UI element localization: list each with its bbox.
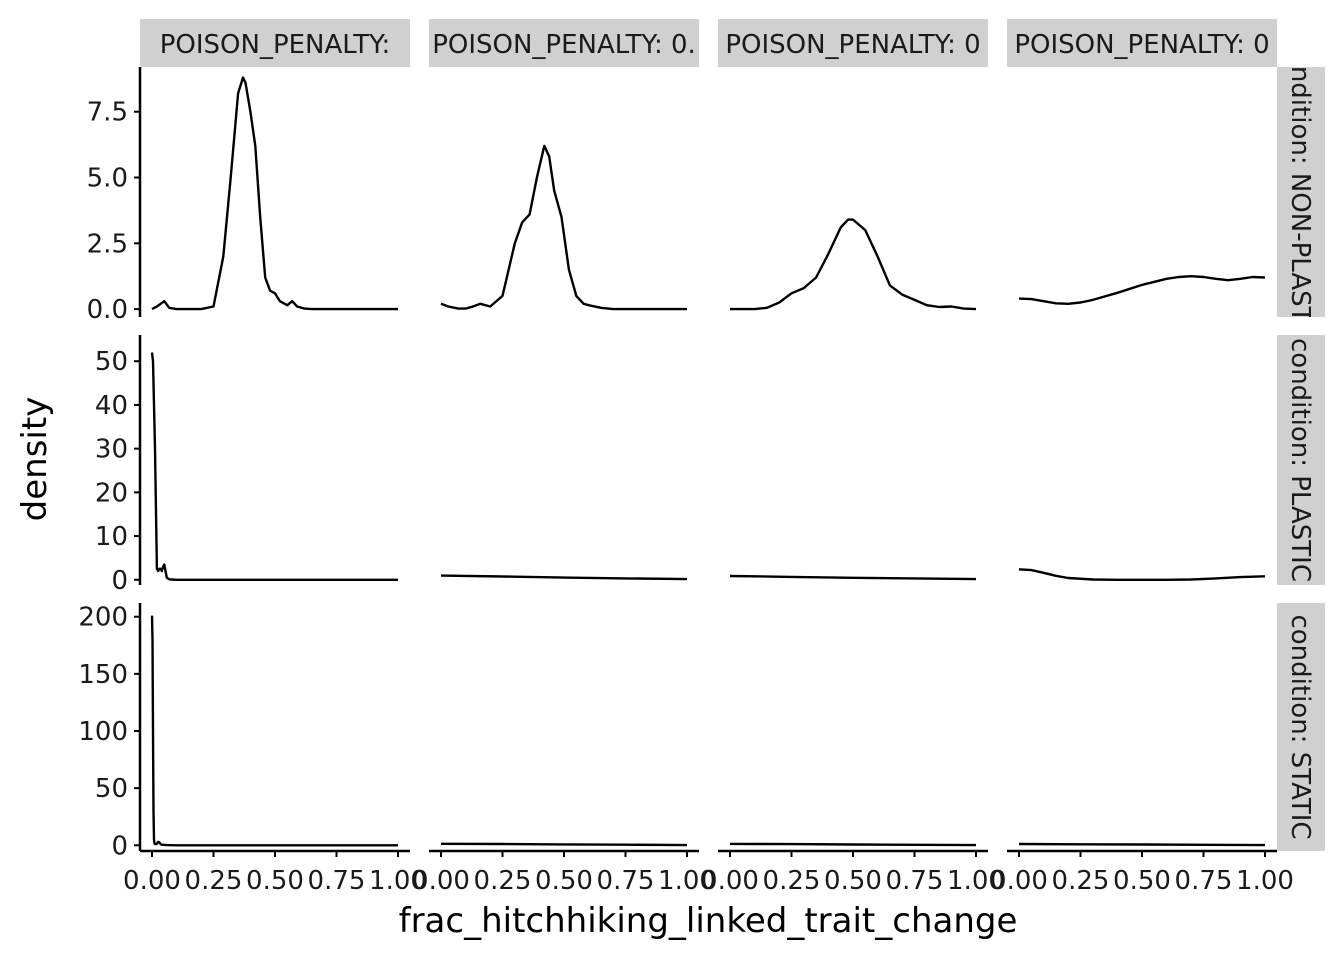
row-strip-2-label: condition: STATIC bbox=[1285, 614, 1315, 839]
x-tick-label-col-3-1: 0.25 bbox=[1052, 866, 1110, 896]
density-curve-row-0-col-3 bbox=[1018, 275, 1266, 305]
column-strip-0-label: POISON_PENALTY: bbox=[160, 30, 391, 60]
y-tick-label-row-2-1: 50 bbox=[95, 774, 128, 804]
density-curve-row-0-col-0 bbox=[151, 76, 398, 311]
x-tick-label-col-3-3: 0.75 bbox=[1175, 866, 1233, 896]
x-tick-label-col-2-3: 0.75 bbox=[886, 866, 944, 896]
column-strip-2-label: POISON_PENALTY: 0 bbox=[725, 30, 980, 60]
x-tick-label-col-1-4: 1.00 bbox=[658, 866, 716, 896]
y-tick-label-row-1-5: 50 bbox=[95, 347, 128, 377]
density-curve-row-0-col-1 bbox=[440, 144, 687, 311]
x-tick-label-col-2-0: 0.00 bbox=[701, 866, 759, 896]
density-curve-row-2-col-0 bbox=[150, 615, 398, 847]
density-curve-row-1-col-0 bbox=[150, 352, 398, 581]
column-strip-3-label: POISON_PENALTY: 0 bbox=[1014, 30, 1269, 60]
row-strip-1-label: condition: PLASTIC bbox=[1285, 338, 1315, 582]
x-tick-label-col-0-3: 0.75 bbox=[308, 866, 366, 896]
x-tick-label-col-1-0: 0.00 bbox=[412, 866, 470, 896]
x-tick-label-col-0-1: 0.25 bbox=[185, 866, 243, 896]
x-axis-title: frac_hitchhiking_linked_trait_change bbox=[399, 901, 1018, 941]
x-tick-label-col-1-3: 0.75 bbox=[597, 866, 655, 896]
y-tick-label-row-1-3: 30 bbox=[95, 435, 128, 465]
column-strip-1: POISON_PENALTY: 0. bbox=[429, 19, 699, 67]
column-strip-1-label: POISON_PENALTY: 0. bbox=[432, 30, 696, 60]
x-tick-label-col-0-2: 0.50 bbox=[246, 866, 304, 896]
x-tick-label-col-0-4: 1.00 bbox=[369, 866, 427, 896]
y-tick-label-row-0-2: 5.0 bbox=[87, 164, 128, 194]
x-tick-label-col-2-4: 1.00 bbox=[947, 866, 1005, 896]
y-tick-label-row-1-0: 0 bbox=[111, 566, 128, 596]
row-strip-2: condition: STATIC bbox=[1277, 603, 1325, 851]
row-strip-0: condition: NON-PLASTIC bbox=[1277, 36, 1325, 349]
x-tick-label-col-3-0: 0.00 bbox=[990, 866, 1048, 896]
y-tick-label-row-1-1: 10 bbox=[95, 522, 128, 552]
y-tick-label-row-2-2: 100 bbox=[78, 717, 128, 747]
column-strip-3: POISON_PENALTY: 0 bbox=[1007, 19, 1277, 67]
density-curve-row-1-col-3 bbox=[1018, 568, 1266, 581]
y-tick-label-row-2-4: 200 bbox=[78, 603, 128, 633]
x-tick-label-col-1-1: 0.25 bbox=[474, 866, 532, 896]
density-curve-row-0-col-2 bbox=[730, 218, 977, 311]
x-tick-label-col-3-2: 0.50 bbox=[1113, 866, 1171, 896]
density-curve-row-2-col-2 bbox=[729, 842, 977, 847]
x-tick-label-col-2-1: 0.25 bbox=[763, 866, 821, 896]
y-axis-title: density bbox=[15, 397, 55, 522]
y-tick-label-row-1-2: 20 bbox=[95, 478, 128, 508]
column-strip-0: POISON_PENALTY: bbox=[140, 19, 410, 67]
y-tick-label-row-1-4: 40 bbox=[95, 391, 128, 421]
row-strip-0-label: condition: NON-PLASTIC bbox=[1285, 36, 1315, 349]
density-curve-row-2-col-1 bbox=[440, 842, 688, 847]
x-tick-label-col-0-0: 0.00 bbox=[123, 866, 181, 896]
column-strip-2: POISON_PENALTY: 0 bbox=[718, 19, 988, 67]
density-curve-row-1-col-1 bbox=[440, 574, 688, 581]
x-tick-label-col-2-2: 0.50 bbox=[824, 866, 882, 896]
row-strip-1: condition: PLASTIC bbox=[1277, 335, 1325, 585]
y-tick-label-row-0-3: 7.5 bbox=[87, 98, 128, 128]
y-tick-label-row-0-0: 0.0 bbox=[87, 295, 128, 325]
y-tick-label-row-2-3: 150 bbox=[78, 660, 128, 690]
density-curve-row-2-col-3 bbox=[1018, 842, 1266, 847]
y-tick-label-row-2-0: 0 bbox=[111, 831, 128, 861]
y-tick-label-row-0-1: 2.5 bbox=[87, 229, 128, 259]
x-tick-label-col-1-2: 0.50 bbox=[535, 866, 593, 896]
density-curve-row-1-col-2 bbox=[729, 574, 977, 581]
x-tick-label-col-3-4: 1.00 bbox=[1236, 866, 1294, 896]
